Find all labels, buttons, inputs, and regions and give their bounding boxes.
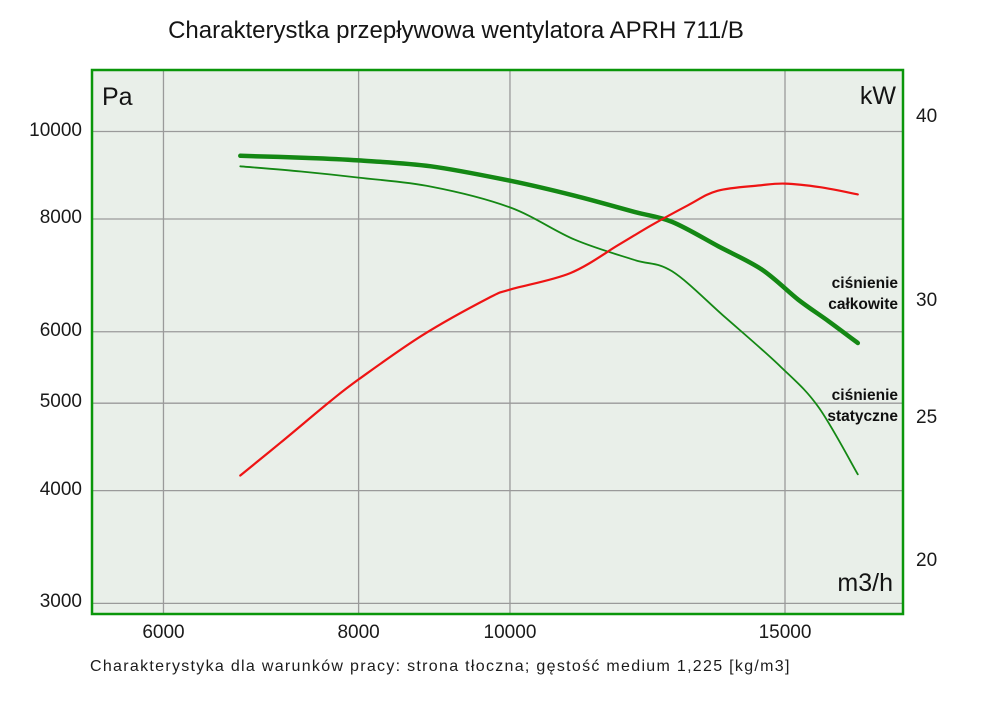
x-axis-unit-label: m3/h xyxy=(837,569,893,597)
y-right-axis-unit-label: kW xyxy=(859,82,896,110)
chart-caption: Charakterystyka dla warunków pracy: stro… xyxy=(90,658,791,675)
chart-title: Charakterystka przepływowa wentylatora A… xyxy=(168,17,744,44)
plot-border xyxy=(90,68,905,616)
plot-background xyxy=(92,70,903,614)
y-left-axis-unit-label: Pa xyxy=(102,83,133,111)
total-pressure-curve-label-line2: całkowite xyxy=(828,296,898,313)
total-pressure-curve xyxy=(238,153,861,346)
total-pressure-curve-label: ciśnienie całkowite xyxy=(828,273,898,315)
power-curve xyxy=(239,182,859,477)
static-pressure-curve-label-line2: statyczne xyxy=(827,408,898,425)
static-pressure-curve-label: ciśnienie statyczne xyxy=(827,385,898,427)
static-pressure-curve xyxy=(239,165,859,476)
static-pressure-curve-label-line1: ciśnienie xyxy=(831,387,898,404)
total-pressure-curve-label-line1: ciśnienie xyxy=(831,275,898,292)
